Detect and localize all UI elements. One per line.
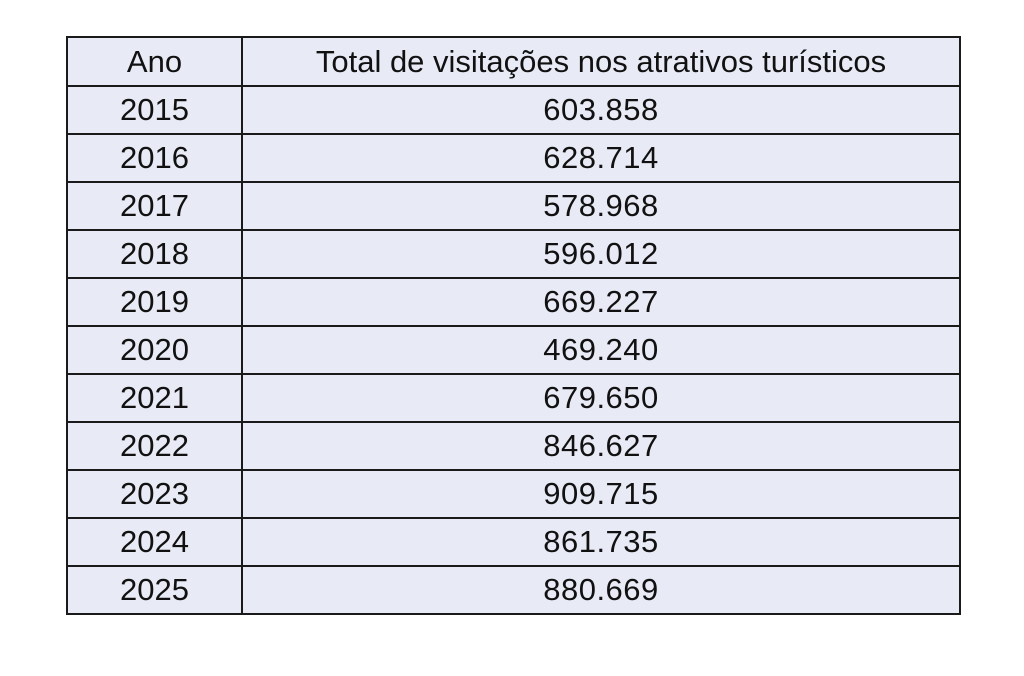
year-cell: 2024 (66, 517, 243, 567)
table-row: 2021 679.650 (66, 373, 961, 423)
total-cell: 596.012 (241, 229, 961, 279)
total-cell: 880.669 (241, 565, 961, 615)
year-cell: 2016 (66, 133, 243, 183)
year-cell: 2019 (66, 277, 243, 327)
table-row: 2015 603.858 (66, 85, 961, 135)
year-cell: 2022 (66, 421, 243, 471)
table-row: 2016 628.714 (66, 133, 961, 183)
year-cell: 2023 (66, 469, 243, 519)
table-row: 2025 880.669 (66, 565, 961, 615)
year-cell: 2020 (66, 325, 243, 375)
year-cell: 2025 (66, 565, 243, 615)
table-row: 2023 909.715 (66, 469, 961, 519)
total-cell: 909.715 (241, 469, 961, 519)
year-cell: 2018 (66, 229, 243, 279)
total-cell: 861.735 (241, 517, 961, 567)
table-row: 2018 596.012 (66, 229, 961, 279)
header-year: Ano (66, 36, 243, 87)
table-row: 2024 861.735 (66, 517, 961, 567)
year-cell: 2021 (66, 373, 243, 423)
header-total: Total de visitações nos atrativos turíst… (241, 36, 961, 87)
total-cell: 628.714 (241, 133, 961, 183)
header-row: Ano Total de visitações nos atrativos tu… (66, 36, 961, 87)
total-cell: 603.858 (241, 85, 961, 135)
year-cell: 2015 (66, 85, 243, 135)
table-row: 2017 578.968 (66, 181, 961, 231)
visits-table: Ano Total de visitações nos atrativos tu… (66, 36, 961, 615)
table-row: 2019 669.227 (66, 277, 961, 327)
table-row: 2020 469.240 (66, 325, 961, 375)
total-cell: 669.227 (241, 277, 961, 327)
total-cell: 846.627 (241, 421, 961, 471)
total-cell: 469.240 (241, 325, 961, 375)
year-cell: 2017 (66, 181, 243, 231)
total-cell: 578.968 (241, 181, 961, 231)
total-cell: 679.650 (241, 373, 961, 423)
table-row: 2022 846.627 (66, 421, 961, 471)
